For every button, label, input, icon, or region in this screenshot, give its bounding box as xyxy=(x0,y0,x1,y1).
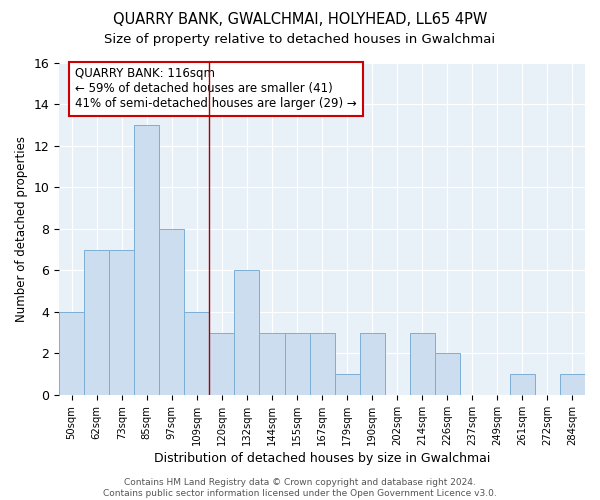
Text: QUARRY BANK, GWALCHMAI, HOLYHEAD, LL65 4PW: QUARRY BANK, GWALCHMAI, HOLYHEAD, LL65 4… xyxy=(113,12,487,28)
Bar xyxy=(359,332,385,395)
Bar xyxy=(510,374,535,395)
Bar xyxy=(560,374,585,395)
Bar xyxy=(59,312,84,395)
Text: Contains HM Land Registry data © Crown copyright and database right 2024.
Contai: Contains HM Land Registry data © Crown c… xyxy=(103,478,497,498)
Bar xyxy=(109,250,134,395)
Bar xyxy=(84,250,109,395)
Bar xyxy=(435,354,460,395)
Bar xyxy=(335,374,359,395)
Text: QUARRY BANK: 116sqm
← 59% of detached houses are smaller (41)
41% of semi-detach: QUARRY BANK: 116sqm ← 59% of detached ho… xyxy=(75,68,356,110)
Text: Size of property relative to detached houses in Gwalchmai: Size of property relative to detached ho… xyxy=(104,32,496,46)
Bar xyxy=(284,332,310,395)
Bar xyxy=(310,332,335,395)
Bar xyxy=(160,228,184,395)
Bar xyxy=(410,332,435,395)
Bar xyxy=(235,270,259,395)
Y-axis label: Number of detached properties: Number of detached properties xyxy=(15,136,28,322)
Bar xyxy=(259,332,284,395)
Bar xyxy=(134,125,160,395)
Bar xyxy=(209,332,235,395)
X-axis label: Distribution of detached houses by size in Gwalchmai: Distribution of detached houses by size … xyxy=(154,452,490,465)
Bar xyxy=(184,312,209,395)
